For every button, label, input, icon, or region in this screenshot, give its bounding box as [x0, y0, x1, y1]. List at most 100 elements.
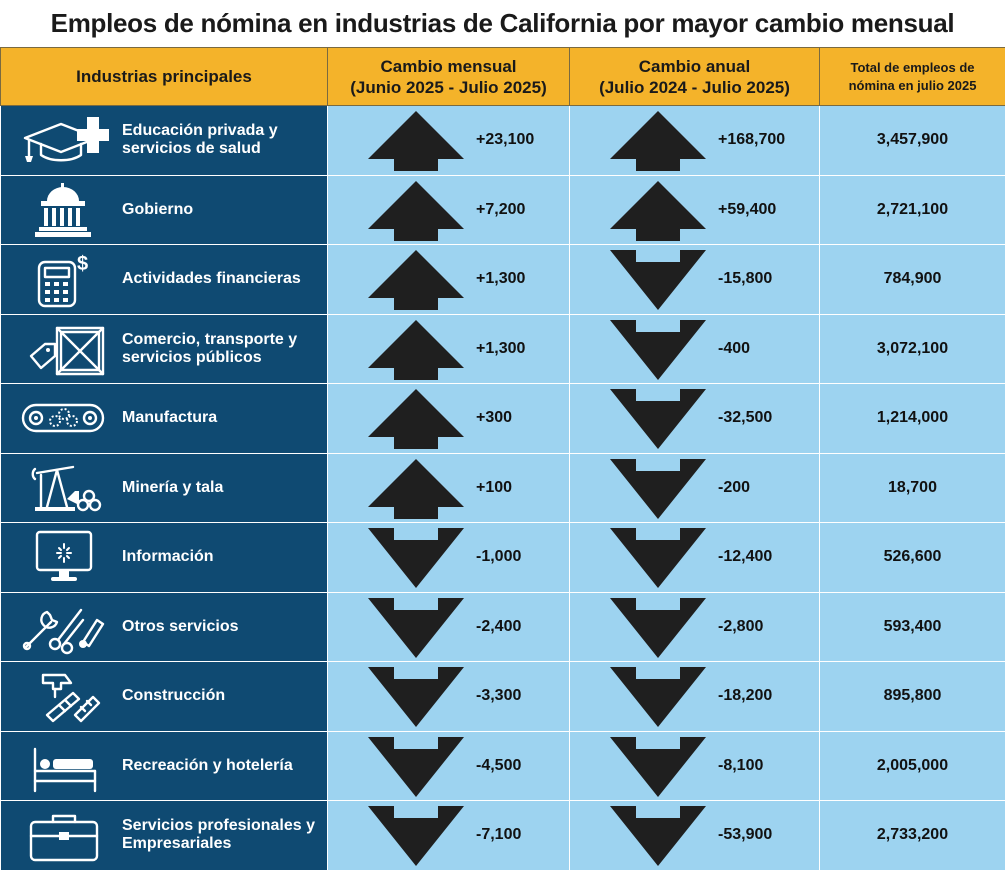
- total-jobs-value: 3,457,900: [820, 106, 1005, 176]
- industry-label: Minería y tala: [122, 479, 321, 497]
- annual-change-cell: -400: [570, 314, 820, 384]
- annual-change-cell: -200: [570, 453, 820, 523]
- monthly-change-cell: +1,300: [328, 314, 570, 384]
- table-row: Información -1,000 -12,400 526,600: [1, 523, 1005, 593]
- annual-change-cell: -53,900: [570, 801, 820, 871]
- arrow-down-icon: [366, 665, 466, 729]
- industry-label: Servicios profesionales y Empresariales: [122, 817, 321, 853]
- arrow-down-icon: [366, 526, 466, 590]
- monthly-change-cell: +23,100: [328, 106, 570, 176]
- graduation-cap-medical-cross-icon: [17, 111, 109, 169]
- svg-text:$: $: [77, 253, 88, 275]
- industry-cell: Minería y tala: [1, 453, 328, 523]
- monthly-change-value: +23,100: [476, 131, 534, 149]
- arrow-up-icon: [366, 387, 466, 451]
- annual-change-value: -12,400: [718, 548, 772, 566]
- oil-pump-logs-icon: [17, 459, 109, 517]
- arrow-down-icon: [608, 457, 708, 521]
- arrow-down-icon: [608, 248, 708, 312]
- arrow-up-icon: [608, 109, 708, 173]
- monthly-change-value: -3,300: [476, 687, 521, 705]
- monthly-change-cell: +7,200: [328, 175, 570, 245]
- industry-label: Educación privada y servicios de salud: [122, 122, 321, 158]
- total-jobs-value: 2,005,000: [820, 731, 1005, 801]
- header-total-jobs: Total de empleos de nómina en julio 2025: [820, 48, 1005, 106]
- table-row: $ Actividades financieras +1,300 -15,800…: [1, 245, 1005, 315]
- annual-change-cell: -15,800: [570, 245, 820, 315]
- total-jobs-value: 526,600: [820, 523, 1005, 593]
- table-row: Minería y tala +100 -200 18,700: [1, 453, 1005, 523]
- table-row: Servicios profesionales y Empresariales …: [1, 801, 1005, 871]
- arrow-down-icon: [608, 665, 708, 729]
- header-row: Industrias principales Cambio mensual (J…: [1, 48, 1005, 106]
- monthly-change-value: +100: [476, 479, 512, 497]
- industry-cell: Servicios profesionales y Empresariales: [1, 801, 328, 871]
- arrow-up-icon: [366, 109, 466, 173]
- total-jobs-value: 3,072,100: [820, 314, 1005, 384]
- annual-change-value: -2,800: [718, 618, 763, 636]
- table-row: Otros servicios -2,400 -2,800 593,400: [1, 592, 1005, 662]
- arrow-down-icon: [366, 596, 466, 660]
- annual-change-value: -400: [718, 340, 750, 358]
- arrow-down-icon: [366, 735, 466, 799]
- annual-change-cell: -32,500: [570, 384, 820, 454]
- government-building-icon: [17, 181, 109, 239]
- monthly-change-cell: +100: [328, 453, 570, 523]
- industry-label: Recreación y hotelería: [122, 757, 321, 775]
- hammer-saw-icon: [17, 667, 109, 725]
- annual-change-value: -200: [718, 479, 750, 497]
- monthly-change-cell: -3,300: [328, 662, 570, 732]
- industry-cell: Información: [1, 523, 328, 593]
- industry-label: Actividades financieras: [122, 270, 321, 288]
- industry-label: Manufactura: [122, 409, 321, 427]
- arrow-down-icon: [608, 735, 708, 799]
- monthly-change-cell: -4,500: [328, 731, 570, 801]
- arrow-down-icon: [608, 596, 708, 660]
- arrow-up-icon: [366, 318, 466, 382]
- table-row: Comercio, transporte y servicios público…: [1, 314, 1005, 384]
- annual-change-value: +168,700: [718, 131, 785, 149]
- arrow-up-icon: [608, 179, 708, 243]
- industry-cell: Educación privada y servicios de salud: [1, 106, 328, 176]
- computer-monitor-icon: [17, 528, 109, 586]
- annual-change-cell: -2,800: [570, 592, 820, 662]
- industry-label: Construcción: [122, 687, 321, 705]
- arrow-up-icon: [366, 179, 466, 243]
- industry-cell: Gobierno: [1, 175, 328, 245]
- table-row: Recreación y hotelería -4,500 -8,100 2,0…: [1, 731, 1005, 801]
- industry-label: Comercio, transporte y servicios público…: [122, 331, 321, 367]
- arrow-down-icon: [608, 526, 708, 590]
- arrow-down-icon: [366, 804, 466, 868]
- total-jobs-value: 784,900: [820, 245, 1005, 315]
- arrow-down-icon: [608, 804, 708, 868]
- monthly-change-cell: +1,300: [328, 245, 570, 315]
- monthly-change-cell: -1,000: [328, 523, 570, 593]
- industry-cell: Comercio, transporte y servicios público…: [1, 314, 328, 384]
- annual-change-cell: +59,400: [570, 175, 820, 245]
- table-row: Manufactura +300 -32,500 1,214,000: [1, 384, 1005, 454]
- annual-change-value: -18,200: [718, 687, 772, 705]
- industry-cell: Construcción: [1, 662, 328, 732]
- industry-cell: Otros servicios: [1, 592, 328, 662]
- monthly-change-cell: -2,400: [328, 592, 570, 662]
- monthly-change-value: +1,300: [476, 270, 525, 288]
- industry-label: Información: [122, 548, 321, 566]
- monthly-change-value: +1,300: [476, 340, 525, 358]
- total-jobs-value: 18,700: [820, 453, 1005, 523]
- annual-change-value: -8,100: [718, 757, 763, 775]
- monthly-change-cell: -7,100: [328, 801, 570, 871]
- annual-change-cell: -8,100: [570, 731, 820, 801]
- arrow-up-icon: [366, 248, 466, 312]
- arrow-down-icon: [608, 318, 708, 382]
- table-row: Gobierno +7,200 +59,400 2,721,100: [1, 175, 1005, 245]
- annual-change-value: -53,900: [718, 826, 772, 844]
- industry-change-table: Industrias principales Cambio mensual (J…: [0, 47, 1005, 871]
- total-jobs-value: 1,214,000: [820, 384, 1005, 454]
- industry-cell: $ Actividades financieras: [1, 245, 328, 315]
- header-industry: Industrias principales: [1, 48, 328, 106]
- industry-cell: Manufactura: [1, 384, 328, 454]
- total-jobs-value: 2,721,100: [820, 175, 1005, 245]
- total-jobs-value: 2,733,200: [820, 801, 1005, 871]
- monthly-change-value: -7,100: [476, 826, 521, 844]
